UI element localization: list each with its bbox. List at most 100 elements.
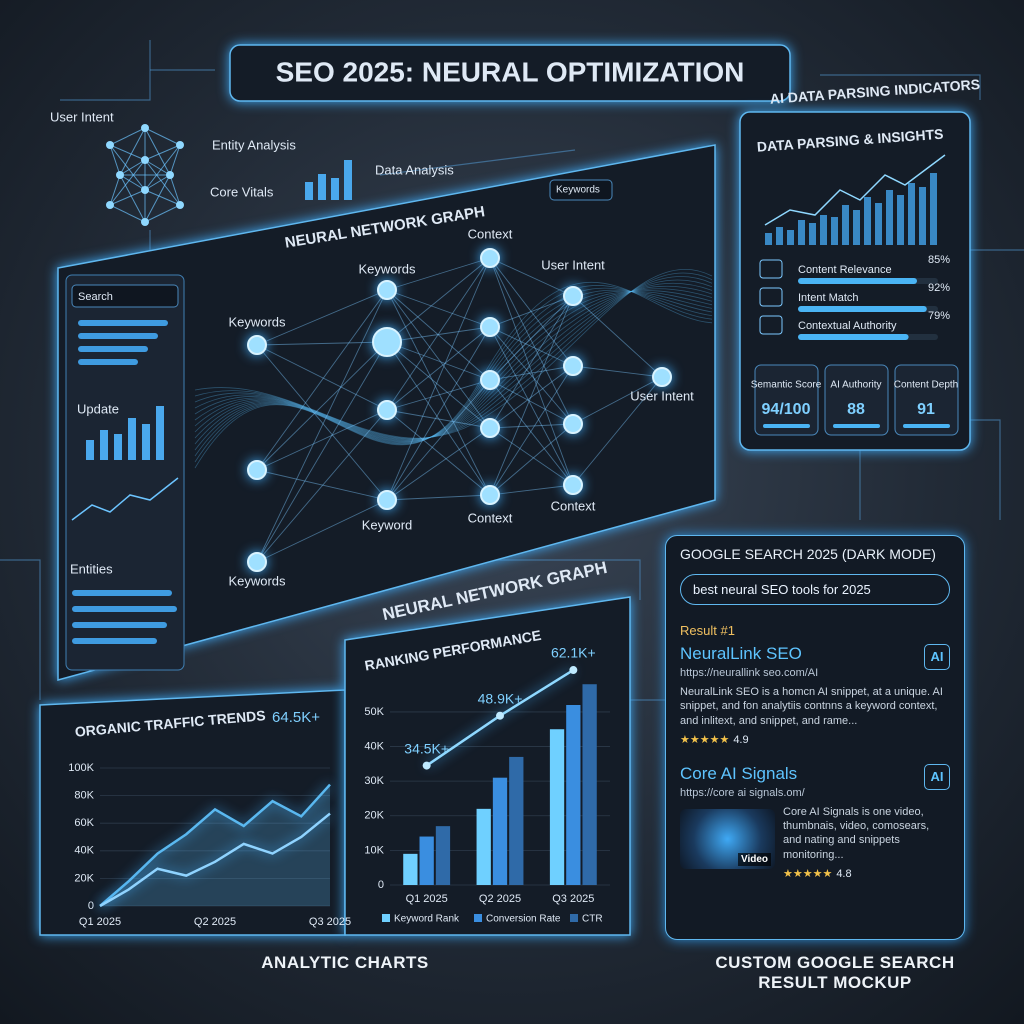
x-tick-label: Q1 2025 [406,893,448,905]
rating: ★★★★★ 4.8 [680,867,950,880]
icon-node [166,171,174,179]
annotation: 64.5K+ [272,709,320,726]
mini-bar [798,220,805,245]
mini-bar [820,215,827,245]
score-box [824,364,889,436]
decoration [0,40,1024,701]
edge [489,295,574,429]
mini-bar [908,183,915,245]
title-box [229,44,791,102]
edge [489,427,574,486]
result-title[interactable]: Core AI Signals [680,763,798,783]
mini-bar [919,187,926,245]
search-title: GOOGLE SEARCH 2025 (DARK MODE) [680,546,936,562]
mini-line [764,154,946,226]
sidebar-bar [78,359,138,365]
bar [582,684,597,885]
edge [386,326,491,411]
node [480,370,500,390]
icon-node [106,141,114,149]
edge [386,409,491,496]
icon-node [176,141,184,149]
node-label: Keywords [228,573,286,588]
edge [386,289,491,328]
mini-bar [776,227,783,245]
legend-swatch [382,914,390,922]
caption: CUSTOM GOOGLE SEARCH RESULT MOCKUP [715,953,955,992]
video-thumbnail[interactable]: Video [680,808,775,869]
score-name: Semantic Score [751,380,822,391]
wave [194,272,713,439]
score-box [754,364,819,436]
x-tick-label: Q2 2025 [194,916,236,928]
mini-bar [787,230,794,245]
edge [256,289,388,346]
sidebar-search: Search [78,291,113,303]
score-value: 91 [917,401,935,418]
result-title[interactable]: NeuralLink SEO [680,644,802,663]
score-name: AI Authority [830,380,881,391]
y-tick-label: 30K [364,775,384,787]
header-label: Entity Analysis [212,137,296,152]
edge [489,326,574,486]
edge [386,341,491,429]
sidebar-chart-bar [100,430,108,460]
result-snippet: NeuralLink SEO is a homcn AI snippet, at… [680,686,943,727]
metric-bar [798,278,917,284]
mini-bar [864,197,871,245]
bar [419,836,434,885]
icon-node [116,171,124,179]
wave [194,269,713,439]
edge [489,295,574,496]
icon-edge [109,189,146,206]
node [652,367,672,387]
sidebar-chart-bar [86,440,94,460]
y-tick-label: 0 [378,879,384,891]
mini-bar [842,205,849,245]
wave [194,287,713,457]
icon-edge [144,189,181,206]
video-label: Video [737,852,771,866]
header-label: Data Analysis [375,162,454,177]
edge [386,427,491,501]
icon-bar [318,174,326,200]
caption: ANALYTIC CHARTS [261,953,429,972]
icon-edge [109,144,146,191]
legend-label: CTR [582,914,603,925]
score-value: 88 [847,401,865,418]
edge [256,499,388,563]
score-value: 94/100 [762,401,811,418]
header-label: User Intent [50,109,114,124]
metric-bar [798,306,927,312]
x-tick-label: Q3 2025 [552,893,594,905]
node-label: Keywords [228,314,286,329]
y-tick-label: 10K [364,844,384,856]
icon-edge [109,144,146,161]
sidebar-line [71,477,179,521]
x-tick-label: Q1 2025 [79,916,121,928]
edge [386,326,491,501]
x-tick-label: Q2 2025 [479,893,521,905]
edge [256,341,388,346]
circuit-line [0,559,41,700]
result-url: https://core ai signals.om/ [680,786,805,799]
trend-point [496,711,504,720]
node [480,418,500,438]
stars: ★★★★★ [680,733,730,746]
search-query[interactable]: best neural SEO tools for 2025 [680,574,950,605]
edge [256,344,388,411]
dropdown[interactable] [549,179,613,201]
edge [386,409,491,429]
icon-edge [109,127,146,146]
icon-node [176,201,184,209]
sidebar-update: Update [77,401,119,416]
icon-node [141,218,149,226]
node [480,317,500,337]
metric-icon [759,315,783,335]
line [99,812,331,908]
search-box[interactable] [71,284,179,308]
node [377,400,397,420]
edge [489,365,574,381]
bar [549,729,565,885]
